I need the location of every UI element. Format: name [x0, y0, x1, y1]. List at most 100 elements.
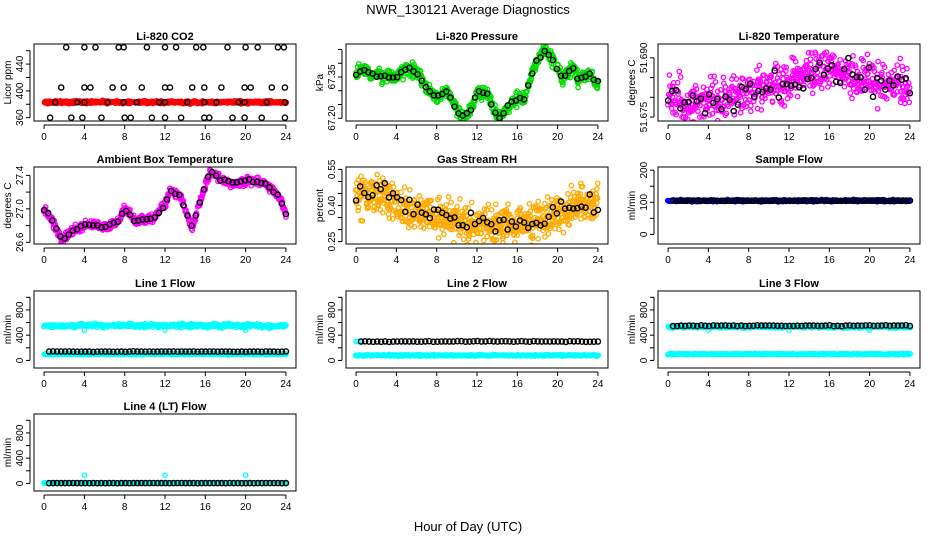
point-avg: [848, 197, 855, 204]
point-all: [548, 196, 555, 203]
point-avg: [174, 348, 181, 356]
point-all: [374, 171, 381, 178]
point-all: [594, 195, 601, 202]
point-avg: [151, 214, 159, 221]
point-avg: [529, 70, 536, 77]
point-all: [747, 108, 754, 115]
point-all: [542, 217, 549, 224]
point-avg: [360, 189, 368, 197]
point-avg: [241, 114, 248, 121]
point-avg: [365, 69, 372, 76]
point-avg: [57, 84, 65, 91]
point-avg: [492, 228, 499, 235]
point-avg: [807, 197, 814, 204]
point-avg: [118, 348, 125, 355]
point-avg: [508, 218, 516, 225]
x-tick-label: 8: [122, 255, 128, 266]
point-avg: [590, 76, 598, 84]
y-axis-label: ml/min: [627, 191, 638, 220]
point-avg: [447, 94, 454, 101]
point-avg: [224, 44, 231, 51]
point-all: [849, 95, 855, 102]
point-all: [574, 66, 580, 73]
x-tick-label: 0: [353, 255, 359, 266]
y-axis-label: percent: [315, 189, 326, 223]
point-avg: [229, 179, 236, 186]
point-avg: [570, 65, 577, 72]
data-points: [352, 337, 602, 360]
point-avg: [700, 197, 708, 204]
point-avg: [886, 197, 893, 205]
point-avg: [242, 44, 249, 51]
point-all: [747, 102, 754, 109]
point-avg: [200, 99, 208, 106]
point-avg: [356, 68, 364, 75]
point-all: [875, 88, 882, 94]
data-points: [664, 196, 914, 205]
point-all: [577, 191, 584, 198]
point-all: [355, 177, 362, 183]
point-all: [509, 222, 515, 229]
point-avg: [278, 200, 286, 207]
point-avg: [795, 84, 803, 91]
point-avg: [844, 197, 852, 204]
point-avg: [281, 84, 289, 91]
point-all: [690, 119, 697, 121]
point-avg: [73, 348, 81, 356]
point-avg: [188, 222, 195, 229]
x-tick-label: 4: [394, 132, 400, 143]
point-avg: [401, 208, 409, 216]
point-all: [897, 55, 904, 62]
point-avg: [190, 348, 197, 355]
point-avg: [701, 109, 709, 117]
point-avg: [722, 93, 729, 100]
point-avg: [397, 196, 405, 204]
point-avg: [238, 348, 246, 355]
point-avg: [724, 197, 732, 205]
point-all: [480, 237, 487, 244]
point-all: [358, 173, 364, 180]
x-tick-label: 24: [280, 132, 292, 143]
x-tick-label: 4: [706, 255, 712, 266]
point-all: [454, 203, 460, 210]
point-all: [535, 235, 541, 242]
point-avg: [258, 348, 266, 356]
point-all: [202, 185, 209, 191]
point-all: [733, 76, 740, 82]
y-tick-label: 100: [639, 194, 650, 211]
point-avg: [235, 99, 242, 106]
point-avg: [194, 348, 201, 356]
point-avg: [192, 212, 199, 219]
point-avg: [254, 348, 262, 355]
x-tick-label: 0: [41, 132, 47, 143]
point-all: [566, 222, 573, 228]
point-all: [556, 226, 562, 233]
point-all: [503, 232, 510, 239]
point-avg: [853, 73, 860, 81]
point-all: [707, 73, 714, 80]
point-avg: [520, 219, 528, 226]
point-avg: [352, 71, 360, 79]
plot-frame: [345, 166, 609, 245]
point-avg: [759, 197, 766, 205]
point-all: [526, 200, 533, 207]
point-all: [872, 84, 879, 91]
plot-frame: [657, 166, 921, 245]
point-avg: [726, 96, 733, 104]
point-avg: [81, 99, 88, 106]
point-all: [757, 77, 764, 84]
point-avg: [463, 109, 471, 117]
point-avg: [690, 197, 698, 204]
point-all: [443, 201, 450, 208]
point-avg: [430, 206, 438, 213]
point-avg: [98, 348, 105, 355]
point-avg: [53, 225, 60, 232]
point-avg: [681, 99, 688, 106]
point-all: [731, 111, 738, 118]
point-avg: [775, 94, 783, 101]
y-axis-label: ml/min: [315, 315, 326, 344]
point-avg: [894, 73, 901, 80]
point-avg: [188, 84, 196, 91]
point-avg: [467, 209, 475, 217]
